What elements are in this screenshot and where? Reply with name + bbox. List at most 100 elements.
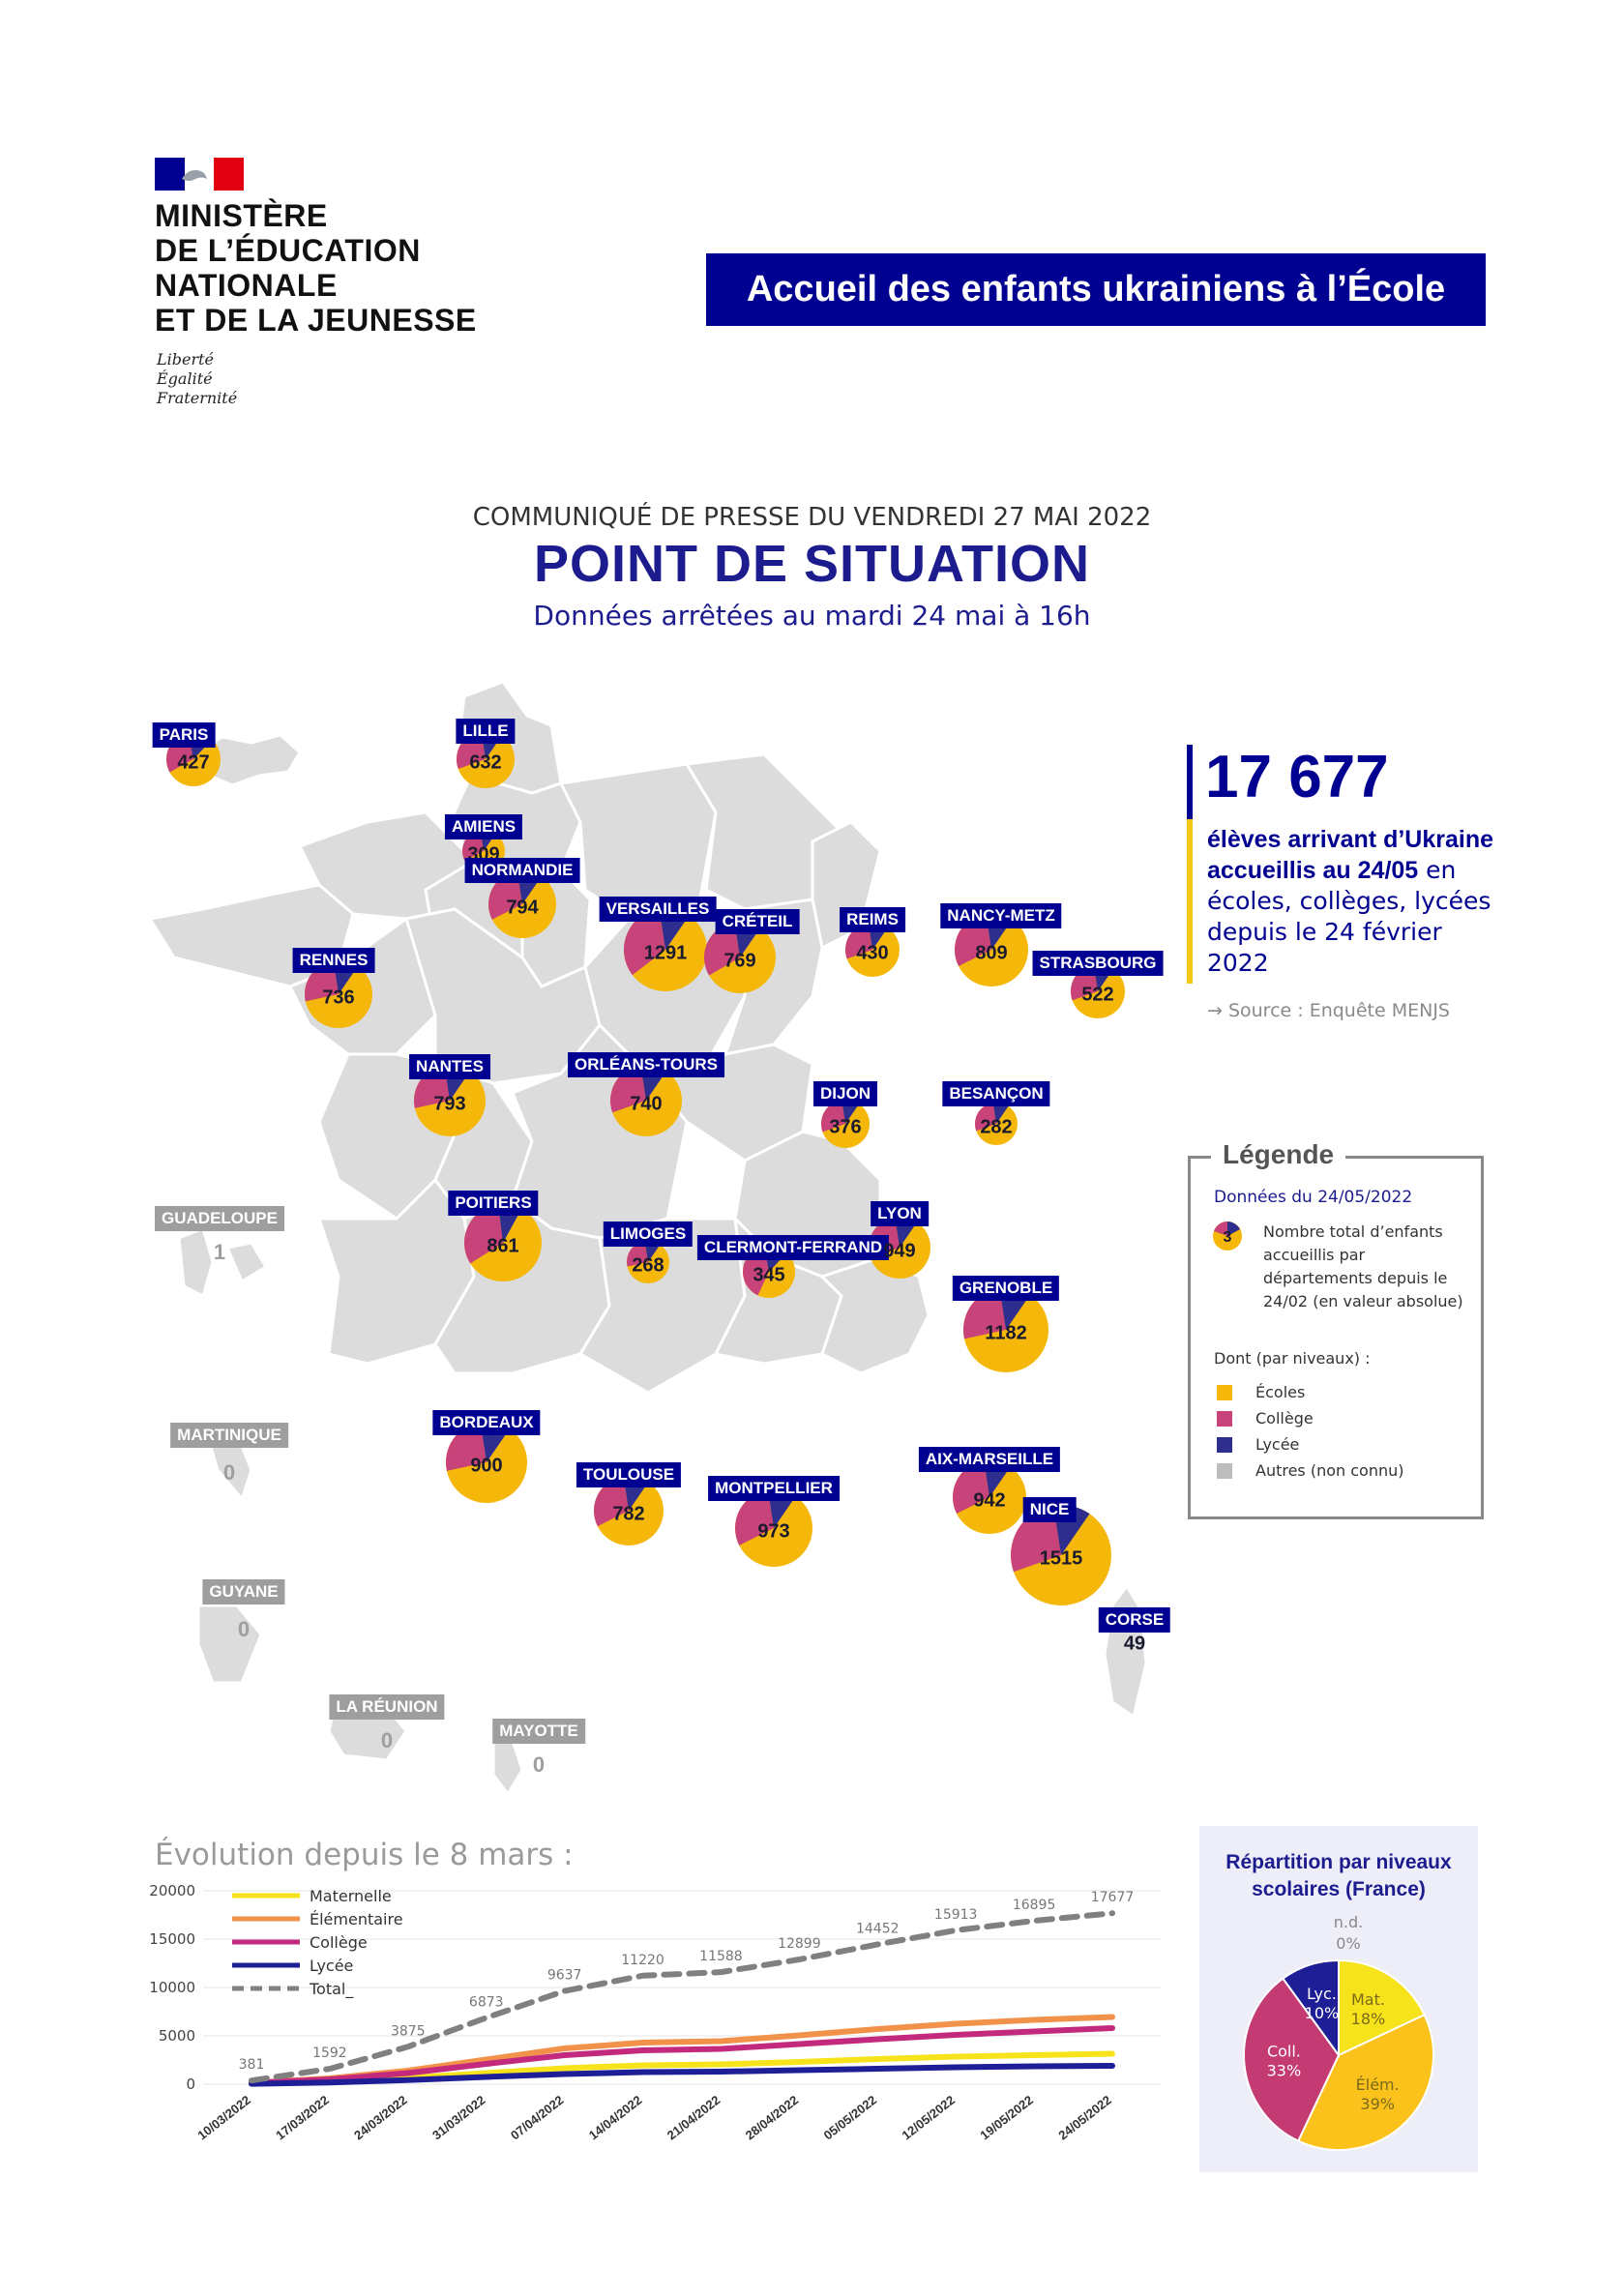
academy-value: 900 — [470, 1455, 503, 1477]
series-line — [249, 2063, 1115, 2087]
academy-value: 861 — [487, 1235, 519, 1257]
pie-slice-pct: 18% — [1351, 2010, 1386, 2028]
academy-value: 793 — [433, 1093, 466, 1115]
academy-label: ORLÉANS-TOURS — [568, 1052, 724, 1077]
data-label: 9637 — [547, 1968, 582, 1984]
x-tick-label: 24/03/2022 — [351, 2093, 410, 2143]
academy-label: GRENOBLE — [952, 1276, 1060, 1301]
academy-pies — [166, 730, 1125, 1605]
academy-pie — [735, 1489, 812, 1567]
legend-swatch — [1217, 1384, 1232, 1400]
legend-item-college: Collège — [1217, 1409, 1314, 1428]
x-tick-label: 21/04/2022 — [664, 2093, 723, 2143]
academy-value: 268 — [632, 1254, 664, 1277]
motto: Liberté Égalité Fraternité — [157, 350, 237, 408]
academy-label: BESANÇON — [942, 1081, 1050, 1106]
legend-label: Collège — [310, 1933, 368, 1952]
academy-value: 0 — [222, 1460, 236, 1485]
x-tick-label: 12/05/2022 — [900, 2093, 959, 2143]
pie-slice-label: Coll. — [1267, 2042, 1301, 2060]
pie-slice-college — [735, 1489, 774, 1545]
x-tick-label: 31/03/2022 — [429, 2093, 488, 2143]
academy-value: 949 — [883, 1240, 916, 1262]
legend-date: Données du 24/05/2022 — [1214, 1188, 1413, 1207]
data-label: 11588 — [699, 1949, 743, 1964]
academy-value: 740 — [630, 1093, 663, 1115]
legend-item-label: Écoles — [1255, 1383, 1306, 1401]
source-note: → Source : Enquête MENJS — [1207, 1000, 1450, 1021]
repartition-title: Répartition par niveaux scolaires (Franc… — [1225, 1851, 1452, 1900]
series-line — [249, 1910, 1115, 2084]
academy-pie — [627, 1241, 669, 1283]
academy-label: DIJON — [813, 1081, 877, 1106]
pie-slice-label: Élém. — [1356, 2075, 1400, 2094]
pie-slice-pct: 33% — [1267, 2061, 1302, 2079]
pie-slice-college — [821, 1100, 845, 1133]
pie-slice — [1243, 1977, 1341, 2143]
academy-value: 427 — [177, 751, 210, 774]
x-tick-label: 14/04/2022 — [586, 2093, 645, 2143]
academy-value: 782 — [612, 1503, 645, 1525]
academy-value: 1 — [213, 1240, 226, 1264]
y-tick-label: 20000 — [149, 1882, 195, 1899]
x-tick-label: 19/05/2022 — [977, 2093, 1036, 2143]
x-tick-label: 07/04/2022 — [508, 2093, 567, 2143]
pie-slice-pct: 0% — [1336, 1934, 1360, 1953]
academy-value: 430 — [856, 942, 889, 964]
ministry-line: MINISTÈRE — [155, 198, 328, 233]
key-figure-bar — [1187, 745, 1193, 819]
legend-label: Élémentaire — [310, 1910, 403, 1928]
y-tick-label: 5000 — [159, 2027, 195, 2045]
y-tick-label: 15000 — [149, 1930, 195, 1948]
series-line — [249, 2025, 1115, 2086]
academy-label: CRÉTEIL — [715, 909, 800, 934]
pie-slice-college — [464, 1204, 503, 1264]
data-label: 381 — [239, 2057, 265, 2073]
pie-slice-pct: 39% — [1360, 2095, 1395, 2113]
academy-value: 632 — [469, 751, 502, 774]
academy-label: REIMS — [840, 907, 905, 932]
academy-label: GUADELOUPE — [155, 1206, 284, 1231]
pie-slice-label: n.d. — [1334, 1913, 1363, 1931]
data-label: 15913 — [934, 1907, 978, 1923]
motto-line: Fraternité — [157, 389, 238, 407]
ministry-line: ET DE LA JEUNESSE — [155, 303, 477, 338]
academy-value: 809 — [975, 942, 1008, 964]
academy-pie — [821, 1100, 870, 1148]
data-label: 12899 — [778, 1936, 821, 1952]
republique-flag-logo — [155, 158, 244, 191]
x-tick-label: 10/03/2022 — [194, 2093, 253, 2143]
academy-label: MAYOTTE — [492, 1719, 585, 1744]
legend-sample-value: 3 — [1224, 1229, 1232, 1246]
legend-swatch — [1217, 1410, 1232, 1427]
pie-slice-college — [975, 1103, 996, 1132]
key-figure-text: élèves arrivant d’Ukraine accueillis au … — [1207, 824, 1507, 979]
y-tick-label: 10000 — [149, 1979, 195, 1996]
academy-value: 1291 — [643, 942, 688, 964]
repartition-pie-chart: Mat.18% Élém.39% Coll.33% Lyc.10% n.d. 0% — [1243, 1913, 1434, 2151]
press-release-line: COMMUNIQUÉ DE PRESSE DU VENDREDI 27 MAI … — [472, 503, 1152, 532]
academy-value: 736 — [322, 986, 355, 1009]
academy-label: LIMOGES — [603, 1222, 694, 1247]
pie-slice-college — [704, 922, 740, 976]
key-figure-number: 17 677 — [1205, 744, 1389, 810]
legend-item-label: Autres (non connu) — [1255, 1461, 1404, 1480]
academy-value: 794 — [506, 897, 539, 919]
page-subtitle: Données arrêtées au mardi 24 mai à 16h — [533, 600, 1091, 632]
academy-value: 522 — [1081, 984, 1114, 1006]
academy-label: AIX-MARSEILLE — [918, 1447, 1061, 1472]
x-tick-label: 28/04/2022 — [743, 2093, 802, 2143]
pie-slice — [1338, 1958, 1427, 2057]
academy-label: RENNES — [292, 948, 375, 973]
academy-label: LA RÉUNION — [329, 1694, 445, 1720]
academy-value: 345 — [753, 1264, 785, 1286]
legend-swatch — [1217, 1462, 1232, 1479]
academy-label: NICE — [1022, 1497, 1077, 1522]
y-tick-label: 0 — [186, 2075, 195, 2093]
academy-value: 0 — [237, 1617, 251, 1641]
pie-slice-label: Mat. — [1351, 1990, 1385, 2009]
academy-value: 282 — [980, 1116, 1013, 1138]
pie-slice — [1282, 1958, 1340, 2059]
ministry-name: MINISTÈRE DE L’ÉDUCATION NATIONALE ET DE… — [155, 198, 477, 338]
legend-title: Légende — [1211, 1139, 1346, 1170]
